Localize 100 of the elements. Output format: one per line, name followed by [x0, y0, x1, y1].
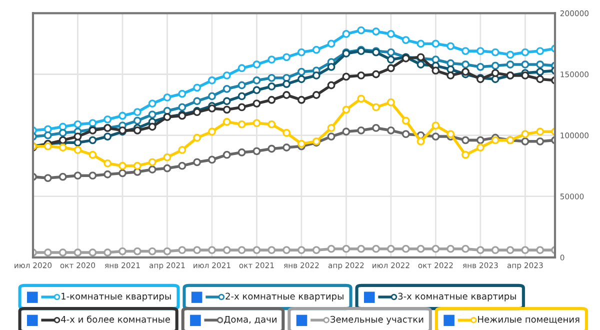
point: [178, 162, 186, 170]
point: [238, 103, 246, 112]
point: [386, 98, 395, 106]
legend-label: 1-комнатные квартиры: [62, 292, 171, 302]
point: [104, 159, 112, 168]
point: [252, 86, 261, 94]
point: [462, 244, 470, 253]
point: [44, 142, 52, 150]
point: [327, 40, 336, 48]
point: [58, 136, 67, 144]
point: [104, 248, 112, 256]
point: [386, 244, 395, 253]
point: [536, 68, 544, 76]
point: [462, 68, 470, 76]
point: [506, 50, 514, 59]
point: [416, 40, 425, 48]
point: [446, 244, 455, 253]
point: [222, 118, 231, 126]
point: [342, 106, 350, 114]
point: [521, 72, 530, 80]
point: [118, 112, 126, 120]
point: [148, 166, 156, 174]
point: [88, 136, 97, 144]
point: [252, 60, 261, 68]
legend-label: 2-х комнатные квартиры: [226, 292, 344, 302]
point: [74, 120, 82, 128]
point: [282, 128, 291, 137]
point: [402, 130, 410, 138]
point: [163, 247, 172, 256]
point: [446, 72, 455, 80]
point: [282, 246, 291, 254]
legend-label: Дома, дачи: [224, 316, 276, 324]
point: [536, 128, 544, 136]
point: [491, 48, 500, 56]
point: [268, 246, 276, 254]
point: [222, 106, 231, 114]
point: [342, 30, 350, 38]
point: [208, 128, 216, 136]
point: [178, 90, 186, 98]
point: [432, 244, 440, 253]
point: [118, 162, 126, 170]
point: [178, 103, 186, 112]
point: [133, 108, 142, 116]
point: [312, 91, 320, 99]
point: [386, 126, 395, 134]
point: [357, 72, 366, 80]
point: [104, 170, 112, 178]
point: [521, 137, 530, 146]
point: [521, 130, 530, 138]
point: [222, 246, 231, 254]
point: [58, 172, 67, 181]
point: [402, 36, 410, 44]
point: [416, 60, 425, 68]
point: [476, 47, 484, 56]
point: [133, 168, 142, 176]
point: [491, 75, 500, 84]
point: [238, 246, 246, 254]
point: [297, 68, 306, 76]
point: [74, 248, 82, 256]
point: [193, 134, 202, 142]
point: [446, 65, 455, 74]
point: [372, 124, 380, 132]
point: [297, 75, 306, 84]
point: [252, 76, 261, 84]
point: [178, 246, 186, 254]
point: [386, 30, 395, 38]
legend-label: 3-х комнатные квартиры: [398, 292, 516, 302]
point: [536, 60, 544, 68]
point: [491, 246, 500, 254]
point: [208, 246, 216, 254]
point: [297, 140, 306, 148]
point: [88, 150, 97, 159]
point: [297, 246, 306, 254]
point: [118, 247, 126, 256]
point: [282, 91, 291, 99]
point: [238, 64, 246, 72]
point: [357, 126, 366, 134]
point: [148, 110, 156, 119]
point: [252, 100, 261, 108]
point: [268, 74, 276, 82]
point: [222, 84, 231, 93]
point: [386, 48, 395, 56]
point: [357, 244, 366, 253]
point: [74, 172, 82, 180]
point: [402, 116, 410, 125]
point: [446, 130, 455, 138]
point: [282, 53, 291, 62]
point: [58, 248, 67, 256]
point: [327, 81, 336, 90]
point: [491, 62, 500, 70]
point: [462, 47, 470, 56]
point: [252, 119, 261, 128]
point: [506, 246, 514, 254]
point: [148, 158, 156, 166]
point: [476, 144, 484, 152]
point: [148, 100, 156, 108]
point: [222, 97, 231, 106]
point: [521, 48, 530, 56]
point: [282, 74, 291, 82]
point: [104, 115, 112, 124]
